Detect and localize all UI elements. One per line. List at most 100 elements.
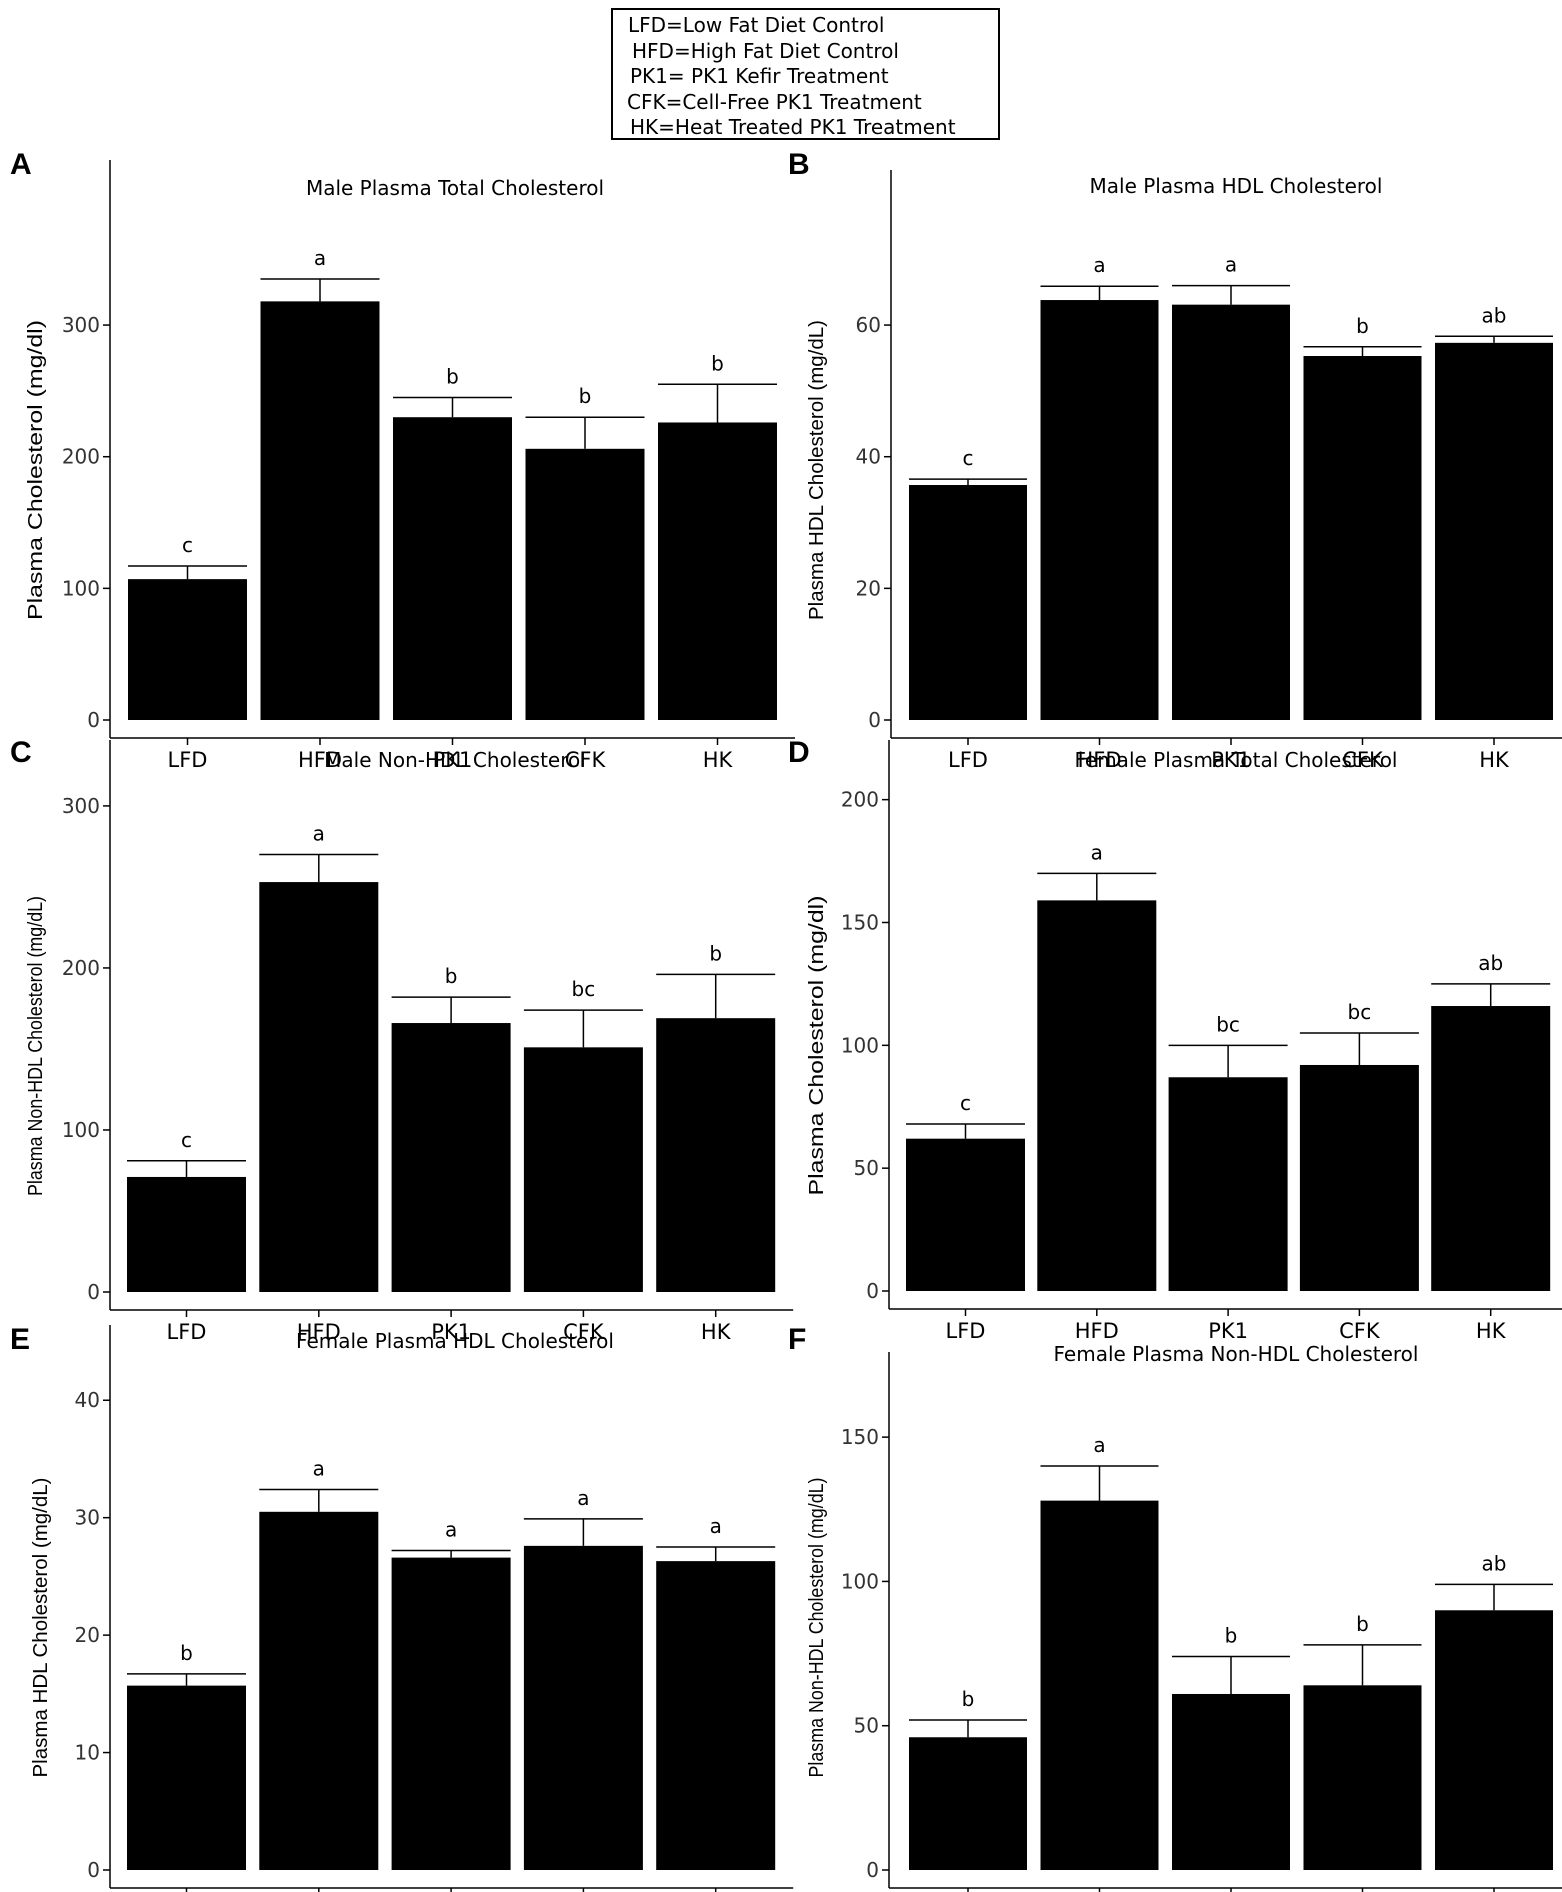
- y-tick-label: 60: [856, 313, 881, 337]
- y-tick-label: 40: [856, 445, 881, 469]
- significance-letter: a: [314, 246, 326, 270]
- bar-lfd: [909, 1737, 1027, 1870]
- x-tick-label: PK1: [433, 748, 473, 772]
- x-tick-label: HK: [701, 1320, 732, 1344]
- significance-letter: a: [445, 1518, 457, 1542]
- bar-hfd: [1040, 1500, 1159, 1870]
- significance-letter: ab: [1482, 303, 1507, 327]
- legend-entry-hk: HK=Heat Treated PK1 Treatment: [630, 115, 956, 140]
- y-axis-label: Plasma Non-HDL Cholesterol (mg/dL): [806, 1478, 828, 1778]
- significance-letter: c: [960, 1091, 971, 1115]
- y-axis-label: Plasma HDL Cholesterol (mg/dL): [806, 320, 828, 620]
- y-tick-label: 0: [866, 1858, 879, 1882]
- significance-letter: b: [709, 941, 722, 965]
- y-tick-label: 50: [854, 1156, 879, 1180]
- panel-label-f: F: [788, 1323, 807, 1356]
- legend-entry-hfd: HFD=High Fat Diet Control: [632, 38, 899, 63]
- chart-panel-e: Female Plasma HDL Cholesterol Plasma HDL …: [30, 1325, 794, 1892]
- y-tick-label: 300: [62, 313, 100, 337]
- y-tick-label: 10: [75, 1741, 100, 1765]
- significance-letter: b: [579, 384, 592, 408]
- x-tick-label: HK: [703, 748, 734, 772]
- y-tick-label: 30: [75, 1506, 100, 1530]
- bar-lfd: [909, 485, 1027, 720]
- significance-letter: a: [1225, 253, 1237, 277]
- y-tick-label: 100: [62, 576, 100, 600]
- x-tick-label: PK1: [1208, 1319, 1248, 1343]
- y-tick-label: 20: [856, 576, 881, 600]
- y-tick-label: 50: [854, 1714, 879, 1738]
- bar-cfk: [1303, 1685, 1422, 1870]
- x-tick-label: LFD: [946, 1319, 986, 1343]
- bar-cfk: [523, 1545, 643, 1870]
- significance-letter: a: [577, 1486, 589, 1510]
- bar-pk1: [1172, 304, 1290, 720]
- significance-letter: b: [1356, 1612, 1369, 1636]
- chart-title: Female Plasma Total Cholesterol: [1074, 748, 1397, 772]
- chart-panel-a: Male Plasma Total Cholesterol Plasma Chol…: [25, 160, 795, 772]
- significance-letter: a: [1093, 1433, 1105, 1457]
- chart-title: Male Plasma HDL Cholesterol: [1090, 174, 1383, 198]
- bar-hk: [658, 422, 777, 720]
- significance-letter: bc: [1216, 1012, 1240, 1036]
- chart-panel-c: Male Non-HDL Cholesterol Plasma Non-HDL C…: [25, 740, 794, 1344]
- x-tick-label: CFK: [1342, 748, 1384, 772]
- x-tick-label: CFK: [565, 748, 607, 772]
- bar-cfk: [523, 1047, 643, 1292]
- significance-letter: c: [181, 1128, 192, 1152]
- significance-letter: b: [446, 364, 459, 388]
- panel-label-b: B: [788, 148, 810, 181]
- chart-panel-d: Female Plasma Total Cholesterol Plasma Ch…: [806, 740, 1562, 1343]
- chart-panel-f: Female Plasma Non-HDL Cholesterol Plasma …: [806, 1342, 1562, 1892]
- legend-entry-lfd: LFD=Low Fat Diet Control: [628, 13, 885, 37]
- bar-hfd: [1040, 300, 1159, 720]
- y-tick-label: 100: [62, 1118, 100, 1142]
- chart-title: Male Plasma Total Cholesterol: [306, 176, 604, 200]
- bar-cfk: [1303, 356, 1422, 720]
- bar-cfk: [525, 448, 645, 720]
- x-tick-label: PK1: [1211, 748, 1251, 772]
- bar-pk1: [393, 417, 512, 720]
- bar-pk1: [391, 1023, 511, 1292]
- chart-panel-b: Male Plasma HDL Cholesterol Plasma HDL Ch…: [806, 170, 1562, 772]
- bar-lfd: [128, 579, 247, 720]
- y-tick-label: 0: [868, 708, 881, 732]
- x-tick-label: HFD: [298, 748, 342, 772]
- figure-legend: LFD=Low Fat Diet Control HFD=High Fat Di…: [611, 8, 1000, 140]
- significance-letter: c: [963, 446, 974, 470]
- y-tick-label: 0: [87, 1858, 100, 1882]
- bar-hk: [1431, 1006, 1551, 1291]
- significance-letter: a: [313, 1456, 325, 1480]
- y-tick-label: 20: [75, 1623, 100, 1647]
- x-tick-label: LFD: [948, 748, 988, 772]
- significance-letter: a: [1091, 840, 1103, 864]
- significance-letter: ab: [1478, 951, 1503, 975]
- x-tick-label: HFD: [1075, 1319, 1119, 1343]
- significance-letter: a: [1093, 253, 1105, 277]
- panel-label-d: D: [788, 736, 810, 769]
- y-tick-label: 300: [62, 794, 100, 818]
- bar-lfd: [127, 1685, 246, 1870]
- bar-hk: [1435, 342, 1553, 720]
- x-tick-label: LFD: [167, 1320, 207, 1344]
- y-tick-label: 40: [75, 1388, 100, 1412]
- significance-letter: b: [1225, 1623, 1238, 1647]
- y-tick-label: 0: [87, 1280, 100, 1304]
- significance-letter: bc: [572, 977, 596, 1001]
- panel-label-c: C: [10, 736, 32, 769]
- x-tick-label: HK: [1479, 748, 1510, 772]
- y-axis-label: Plasma Non-HDL Cholesterol (mg/dL): [25, 896, 47, 1196]
- significance-letter: a: [313, 822, 325, 846]
- bar-hfd: [259, 1511, 379, 1870]
- significance-letter: ab: [1482, 1551, 1507, 1575]
- bar-hk: [656, 1561, 776, 1870]
- bar-lfd: [906, 1138, 1025, 1291]
- x-tick-label: HK: [1476, 1319, 1507, 1343]
- significance-letter: b: [962, 1687, 975, 1711]
- significance-letter: c: [182, 533, 193, 557]
- y-axis-label: Plasma Cholesterol (mg/dl): [25, 320, 47, 620]
- x-tick-label: HFD: [297, 1320, 341, 1344]
- bar-pk1: [391, 1557, 511, 1870]
- bar-hfd: [260, 301, 380, 720]
- y-tick-label: 200: [62, 445, 100, 469]
